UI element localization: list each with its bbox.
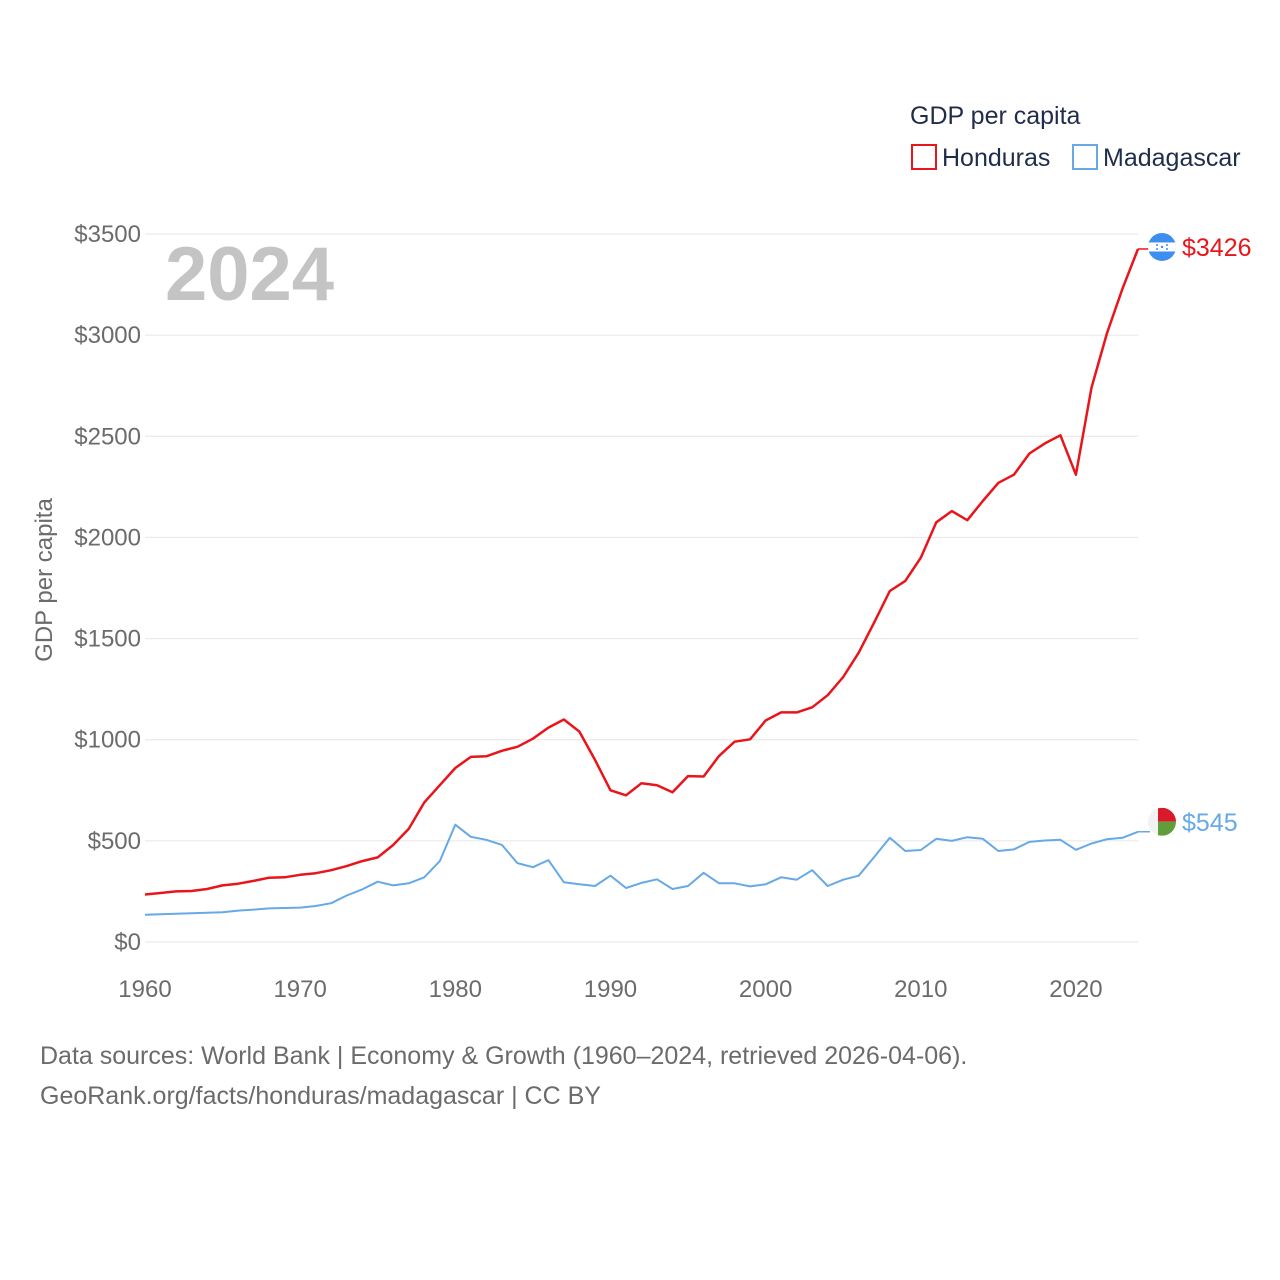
x-tick-label: 2020 [1049, 976, 1102, 1003]
series-line-madagascar [144, 823, 1139, 916]
x-tick-label: 2000 [739, 976, 792, 1003]
year-watermark: 2024 [165, 232, 334, 317]
honduras-flag-icon [1148, 232, 1176, 261]
x-tick-label: 1990 [584, 976, 637, 1003]
series-line-honduras [144, 248, 1140, 896]
y-tick-label: $3000 [74, 322, 141, 349]
y-tick-label: $1500 [74, 626, 141, 653]
legend-swatch-honduras [911, 144, 937, 170]
x-tick-label: 1980 [429, 976, 482, 1003]
footer-sources: Data sources: World Bank | Economy & Gro… [40, 1042, 968, 1070]
legend-title: GDP per capita [910, 102, 1081, 130]
legend: GDP per capita Honduras Madagascar [910, 102, 1241, 172]
x-axis-ticks: 1960 1970 1980 1990 2000 2010 2020 [118, 976, 1102, 1003]
x-tick-label: 2010 [894, 976, 947, 1003]
y-tick-label: $2000 [74, 524, 141, 551]
chart: $0 $500 $1000 $1500 $2000 $2500 $3000 $3500 196… [31, 102, 1252, 1003]
y-tick-label: $2500 [74, 423, 141, 450]
y-tick-label: $500 [88, 828, 141, 855]
y-tick-label: $1000 [74, 727, 141, 754]
madagascar-end-label: $545 [1182, 809, 1238, 837]
x-tick-label: 1960 [118, 976, 171, 1003]
legend-label-honduras: Honduras [942, 144, 1050, 172]
x-tick-label: 1970 [273, 976, 326, 1003]
honduras-end-label: $3426 [1182, 234, 1252, 262]
y-tick-label: $0 [114, 929, 141, 956]
y-axis-ticks: $0 $500 $1000 $1500 $2000 $2500 $3000 $3500 [74, 221, 141, 956]
y-axis-label: GDP per capita [31, 498, 58, 662]
series-lines [144, 248, 1150, 916]
y-tick-label: $3500 [74, 221, 141, 248]
gridlines [145, 233, 1138, 943]
footer-link: GeoRank.org/facts/honduras/madagascar | … [40, 1082, 601, 1110]
madagascar-flag-icon [1148, 807, 1176, 836]
legend-swatch-madagascar [1072, 144, 1098, 170]
legend-label-madagascar: Madagascar [1103, 144, 1241, 172]
